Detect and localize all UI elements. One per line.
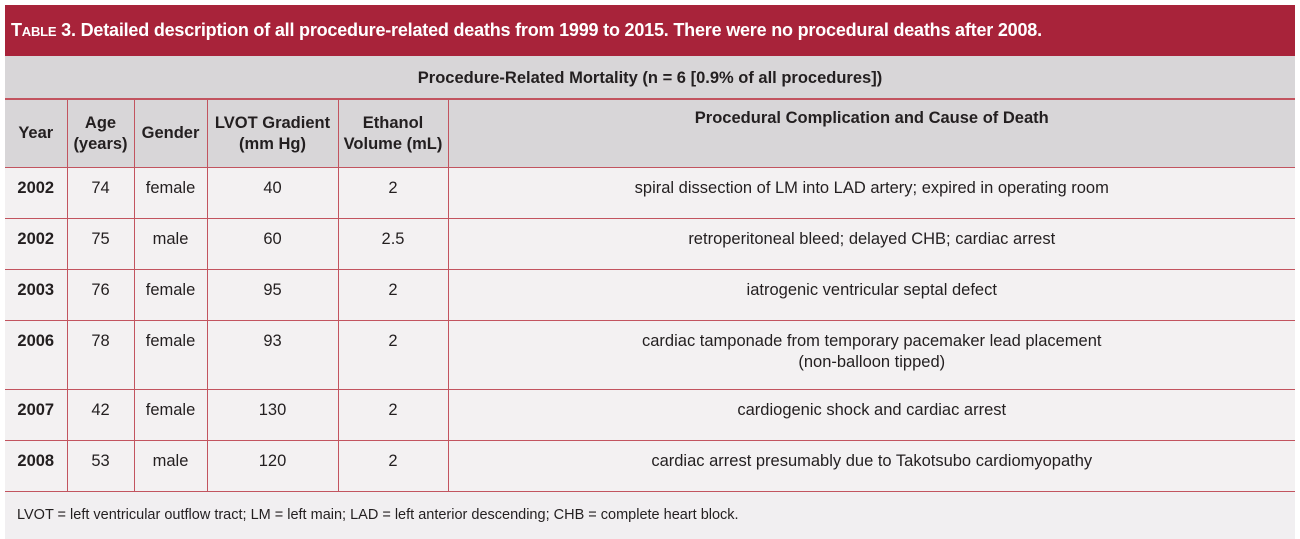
age-cell: 53	[66, 440, 135, 492]
cause-text: retroperitoneal bleed; delayed CHB; card…	[688, 230, 1056, 248]
year-cell: 2002	[5, 218, 68, 270]
age-cell: 74	[66, 167, 135, 219]
cause-of-death-cell: spiral dissection of LM into LAD artery;…	[447, 167, 1295, 219]
column-header-age: Age (years)	[66, 99, 135, 168]
column-header-ethanol-volume: Ethanol Volume (mL)	[337, 99, 449, 168]
cause-text: iatrogenic ventricular septal defect	[746, 281, 997, 299]
cause-text: cardiac arrest presumably due to Takotsu…	[651, 452, 1093, 470]
header-text: Volume (mL)	[343, 134, 443, 153]
ethanol-volume-cell: 2	[337, 389, 449, 441]
table-figure: Table 3. Detailed description of all pro…	[5, 5, 1295, 539]
lvot-gradient-cell: 95	[206, 269, 339, 321]
caption-text: Detailed description of all procedure-re…	[75, 20, 1043, 40]
header-text: Gender	[141, 124, 200, 142]
header-text: Ethanol	[362, 113, 424, 132]
table-label: Table 3.	[11, 20, 76, 40]
lvot-gradient-cell: 120	[206, 440, 339, 492]
mortality-table: Year Age (years) Gender LVOT Gradient (mm Hg)…	[5, 99, 1295, 492]
year-cell: 2002	[5, 167, 68, 219]
lvot-gradient-cell: 60	[206, 218, 339, 270]
header-text: Procedural Complication and Cause of Dea…	[694, 109, 1049, 127]
ethanol-volume-cell: 2	[337, 320, 449, 390]
age-cell: 78	[66, 320, 135, 390]
ethanol-volume-cell: 2.5	[337, 218, 449, 270]
lvot-gradient-cell: 130	[206, 389, 339, 441]
header-text: (years)	[73, 134, 128, 153]
table-footnote: LVOT = left ventricular outflow tract; L…	[5, 492, 1295, 539]
lvot-gradient-cell: 93	[206, 320, 339, 390]
cause-of-death-cell: cardiac arrest presumably due to Takotsu…	[447, 440, 1295, 492]
gender-cell: female	[133, 167, 208, 219]
ethanol-volume-cell: 2	[337, 440, 449, 492]
table-row: 2007 42 female 130 2 cardiogenic shock and ca…	[5, 389, 1295, 441]
table-caption: Table 3. Detailed description of all pro…	[5, 5, 1295, 56]
year-cell: 2008	[5, 440, 68, 492]
table-row: 2002 75 male 60 2.5 retroperitoneal bleed; de…	[5, 218, 1295, 270]
table-row: 2003 76 female 95 2 iatrogenic ventricular se…	[5, 269, 1295, 321]
ethanol-volume-cell: 2	[337, 167, 449, 219]
age-cell: 75	[66, 218, 135, 270]
cause-of-death-cell: retroperitoneal bleed; delayed CHB; card…	[447, 218, 1295, 270]
ethanol-volume-cell: 2	[337, 269, 449, 321]
table-row: 2008 53 male 120 2 cardiac arrest presumably …	[5, 440, 1295, 492]
cause-of-death-cell: cardiogenic shock and cardiac arrest	[447, 389, 1295, 441]
lvot-gradient-cell: 40	[206, 167, 339, 219]
cause-text: cardiac tamponade from temporary pacemak…	[642, 332, 1102, 350]
table-row: 2002 74 female 40 2 spiral dissection of LM i…	[5, 167, 1295, 219]
year-cell: 2007	[5, 389, 68, 441]
cause-text: cardiogenic shock and cardiac arrest	[737, 401, 1007, 419]
gender-cell: female	[133, 389, 208, 441]
header-text: Age	[84, 113, 117, 132]
cause-of-death-cell: cardiac tamponade from temporary pacemak…	[447, 320, 1295, 390]
header-text: (mm Hg)	[239, 134, 306, 153]
table-row: 2006 78 female 93 2 cardiac tamponade from te…	[5, 320, 1295, 390]
gender-cell: female	[133, 320, 208, 390]
age-cell: 42	[66, 389, 135, 441]
gender-cell: male	[133, 218, 208, 270]
column-header-cause-of-death: Procedural Complication and Cause of Dea…	[447, 99, 1295, 168]
header-text: LVOT Gradient	[214, 113, 331, 132]
year-cell: 2003	[5, 269, 68, 321]
table-subheader: Procedure-Related Mortality (n = 6 [0.9%…	[5, 56, 1295, 99]
header-text: Year	[18, 124, 54, 142]
column-header-gender: Gender	[133, 99, 208, 168]
cause-of-death-cell: iatrogenic ventricular septal defect	[447, 269, 1295, 321]
year-cell: 2006	[5, 320, 68, 390]
column-header-year: Year	[5, 99, 68, 168]
gender-cell: female	[133, 269, 208, 321]
gender-cell: male	[133, 440, 208, 492]
column-header-lvot-gradient: LVOT Gradient (mm Hg)	[206, 99, 339, 168]
header-row: Year Age (years) Gender LVOT Gradient (mm Hg)…	[5, 99, 1295, 168]
cause-text: spiral dissection of LM into LAD artery;…	[634, 179, 1109, 197]
age-cell: 76	[66, 269, 135, 321]
cause-text: (non-balloon tipped)	[798, 353, 946, 371]
